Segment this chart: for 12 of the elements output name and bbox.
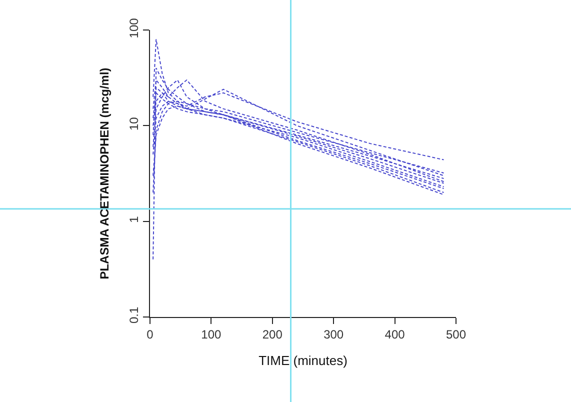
x-axis-title: TIME (minutes)	[258, 353, 348, 368]
y-axis-title: PLASMA ACETAMINOPHEN (mcg/ml)	[98, 68, 112, 280]
y-tick-label: 0.1	[127, 306, 142, 324]
y-tick-label: 1	[127, 216, 142, 223]
y-tick-label: 10	[127, 116, 142, 131]
x-tick-label: 0	[146, 327, 154, 342]
x-tick-label: 400	[384, 327, 406, 342]
y-tick-label: 100	[127, 18, 142, 38]
x-tick-label: 200	[262, 327, 283, 342]
x-tick-label: 500	[446, 327, 466, 342]
x-tick-label: 100	[201, 327, 222, 342]
x-tick-label: 300	[324, 327, 344, 342]
